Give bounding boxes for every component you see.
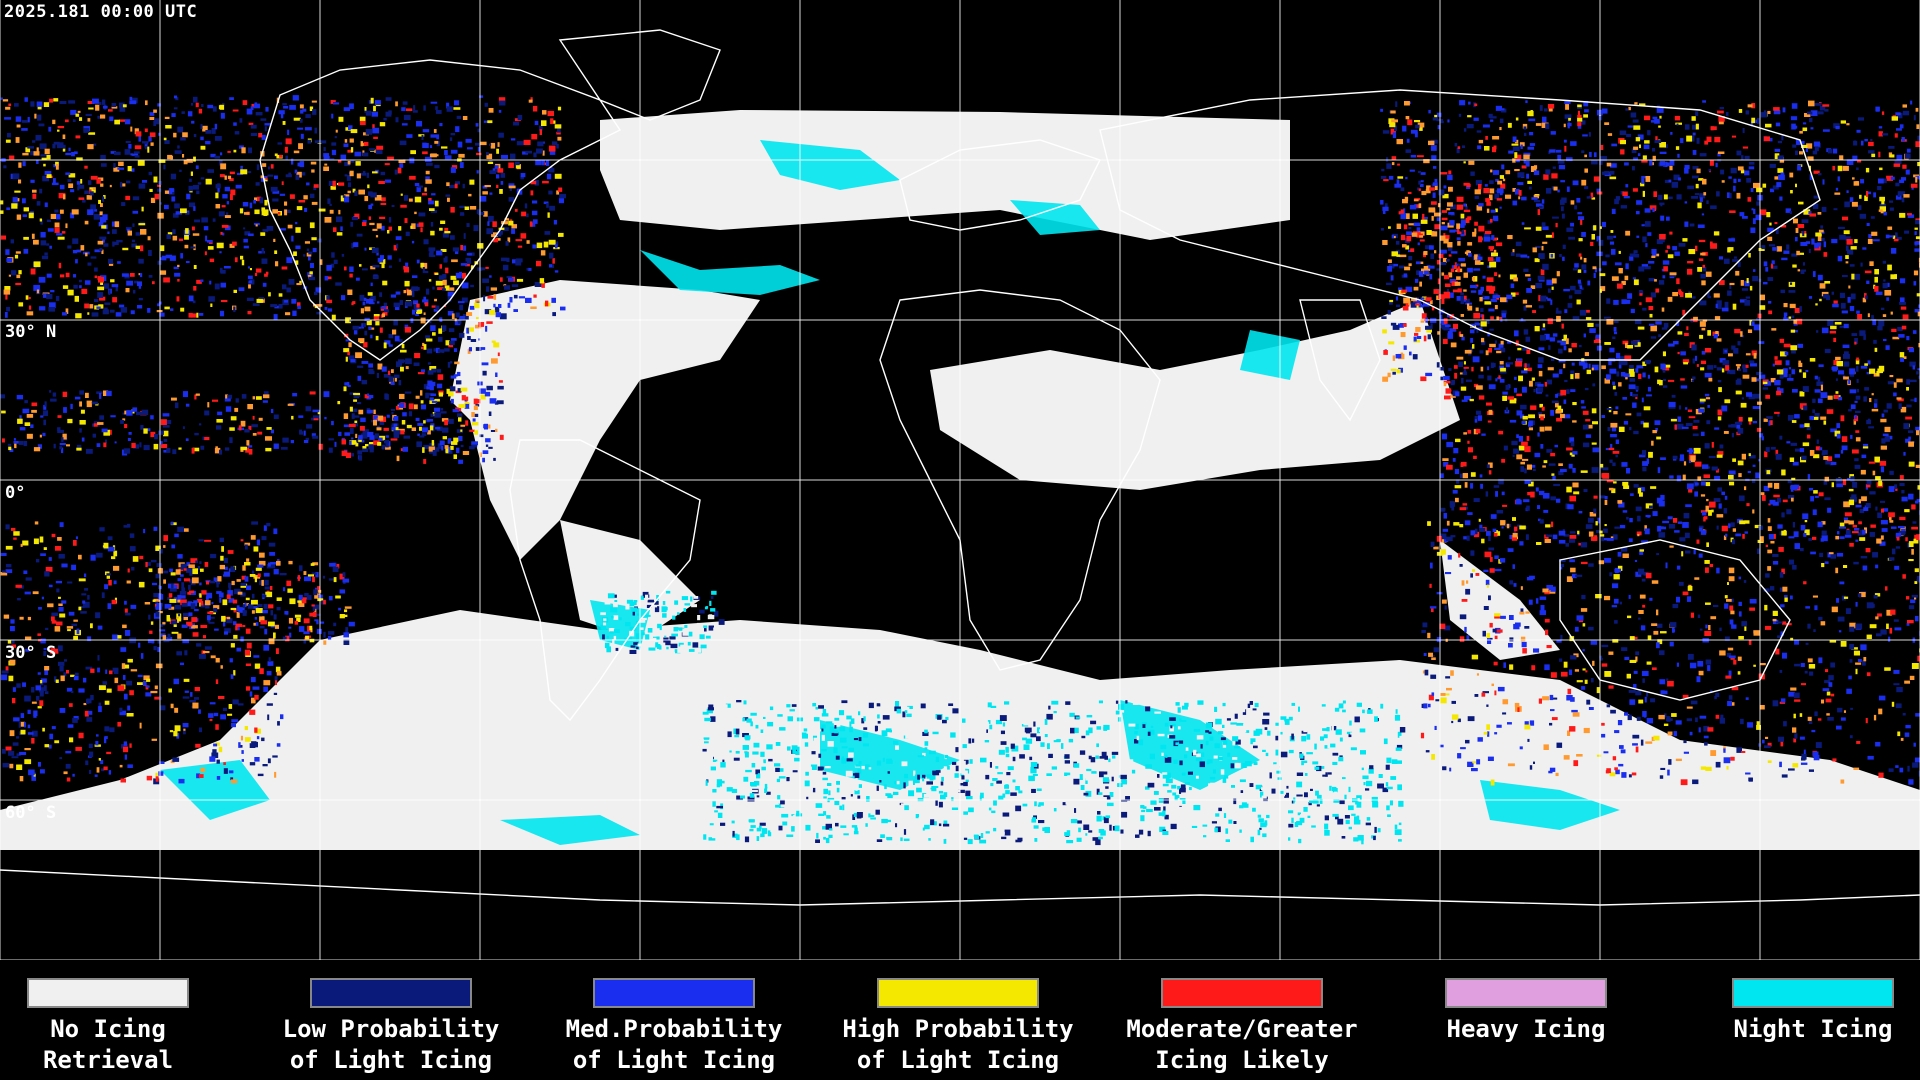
legend-label: No Icing Retrieval (42, 1015, 174, 1074)
legend-swatch (1445, 978, 1607, 1008)
lat-label-60s: 60° S (5, 803, 57, 823)
legend-item-med-probability: Med.Probability of Light Icing (534, 968, 814, 1076)
global-icing-map (0, 0, 1920, 960)
legend-item-night-icing: Night Icing (1673, 968, 1920, 1045)
legend-swatch (310, 978, 472, 1008)
legend-swatch (877, 978, 1039, 1008)
legend-item-heavy-icing: Heavy Icing (1386, 968, 1666, 1045)
legend-item-no-icing: No Icing Retrieval (0, 968, 248, 1076)
legend: No Icing Retrieval Low Probability of Li… (0, 968, 1920, 1080)
legend-label: Med.Probability of Light Icing (565, 1015, 783, 1074)
lat-label-30n: 30° N (5, 322, 57, 342)
legend-swatch (1732, 978, 1894, 1008)
legend-swatch (1161, 978, 1323, 1008)
timestamp: 2025.181 00:00 UTC (4, 2, 198, 22)
legend-item-high-probability: High Probability of Light Icing (818, 968, 1098, 1076)
legend-swatch (27, 978, 189, 1008)
lat-label-30s: 30° S (5, 643, 57, 663)
legend-label: Night Icing (1733, 1015, 1893, 1043)
legend-swatch (593, 978, 755, 1008)
coastline-layer (0, 29, 1920, 906)
lat-label-equator: 0° (5, 483, 26, 503)
legend-label: Heavy Icing (1446, 1015, 1606, 1043)
lat-lon-grid (0, 0, 1920, 960)
legend-item-low-probability: Low Probability of Light Icing (251, 968, 531, 1076)
legend-item-moderate-greater: Moderate/Greater Icing Likely (1102, 968, 1382, 1076)
legend-label: Low Probability of Light Icing (282, 1015, 500, 1074)
legend-label: High Probability of Light Icing (842, 1015, 1074, 1074)
legend-label: Moderate/Greater Icing Likely (1126, 1015, 1358, 1074)
